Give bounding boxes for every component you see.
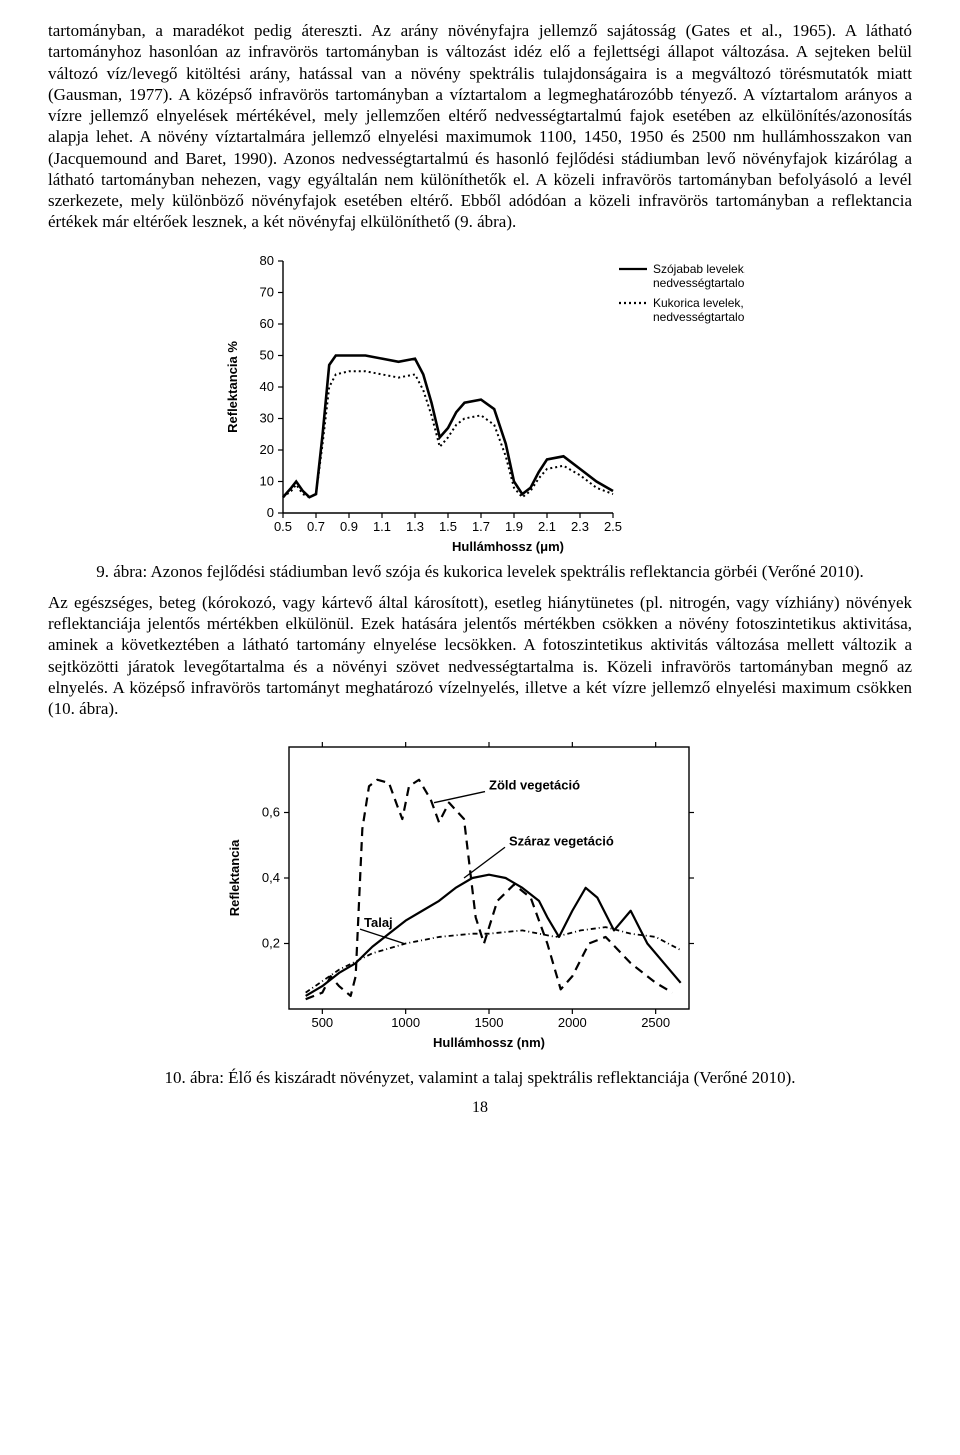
svg-text:nedvességtartalom: nedvességtartalom [653, 276, 745, 290]
svg-text:0,2: 0,2 [262, 936, 280, 951]
svg-text:40: 40 [260, 379, 274, 394]
svg-text:Hullámhossz (nm): Hullámhossz (nm) [433, 1035, 545, 1050]
svg-text:1.3: 1.3 [406, 519, 424, 534]
chart-9-svg: 0 10 20 30 40 50 60 70 80 0.5 0.7 0.9 1.1 1.3 1.5 1.7 1.… [215, 247, 745, 557]
svg-text:Száraz vegetáció: Száraz vegetáció [509, 834, 614, 849]
svg-text:0: 0 [267, 505, 274, 520]
svg-text:1.5: 1.5 [439, 519, 457, 534]
svg-text:2000: 2000 [558, 1015, 587, 1030]
svg-text:10: 10 [260, 473, 274, 488]
svg-text:80: 80 [260, 253, 274, 268]
paragraph-2: Az egészséges, beteg (kórokozó, vagy kár… [48, 592, 912, 720]
svg-text:1500: 1500 [475, 1015, 504, 1030]
figure-10-caption: 10. ábra: Élő és kiszáradt növényzet, va… [164, 1067, 795, 1088]
chart-10-svg: 0,2 0,4 0,6 500 1000 1500 2000 2500 Reflektancia… [215, 733, 745, 1063]
svg-text:2.1: 2.1 [538, 519, 556, 534]
svg-text:Talaj: Talaj [364, 915, 393, 930]
svg-text:2500: 2500 [641, 1015, 670, 1030]
figure-9: 0 10 20 30 40 50 60 70 80 0.5 0.7 0.9 1.1 1.3 1.5 1.7 1.… [48, 247, 912, 582]
svg-text:Hullámhossz (μm): Hullámhossz (μm) [452, 539, 564, 554]
svg-text:Zöld vegetáció: Zöld vegetáció [489, 778, 580, 793]
figure-10: 0,2 0,4 0,6 500 1000 1500 2000 2500 Reflektancia… [48, 733, 912, 1088]
svg-text:Reflektancia %: Reflektancia % [225, 340, 240, 432]
svg-text:nedvességtartalom: nedvességtartalom [653, 310, 745, 324]
svg-text:0,6: 0,6 [262, 805, 280, 820]
svg-text:Szójabab levelek, 66-80 %: Szójabab levelek, 66-80 % [653, 262, 745, 276]
svg-text:0,4: 0,4 [262, 870, 280, 885]
svg-text:0.5: 0.5 [274, 519, 292, 534]
svg-text:Reflektancia: Reflektancia [227, 839, 242, 916]
svg-text:2.5: 2.5 [604, 519, 622, 534]
svg-text:500: 500 [311, 1015, 333, 1030]
svg-text:1.7: 1.7 [472, 519, 490, 534]
svg-text:2.3: 2.3 [571, 519, 589, 534]
svg-text:70: 70 [260, 284, 274, 299]
page-number: 18 [48, 1099, 912, 1117]
paragraph-1: tartományban, a maradékot pedig átereszt… [48, 20, 912, 233]
svg-text:1000: 1000 [391, 1015, 420, 1030]
svg-text:20: 20 [260, 442, 274, 457]
svg-text:Kukorica levelek, 66-80 %: Kukorica levelek, 66-80 % [653, 296, 745, 310]
svg-text:1.1: 1.1 [373, 519, 391, 534]
svg-text:1.9: 1.9 [505, 519, 523, 534]
svg-text:0.9: 0.9 [340, 519, 358, 534]
svg-text:50: 50 [260, 347, 274, 362]
svg-text:30: 30 [260, 410, 274, 425]
svg-text:0.7: 0.7 [307, 519, 325, 534]
svg-text:60: 60 [260, 316, 274, 331]
figure-9-caption: 9. ábra: Azonos fejlődési stádiumban lev… [96, 561, 864, 582]
